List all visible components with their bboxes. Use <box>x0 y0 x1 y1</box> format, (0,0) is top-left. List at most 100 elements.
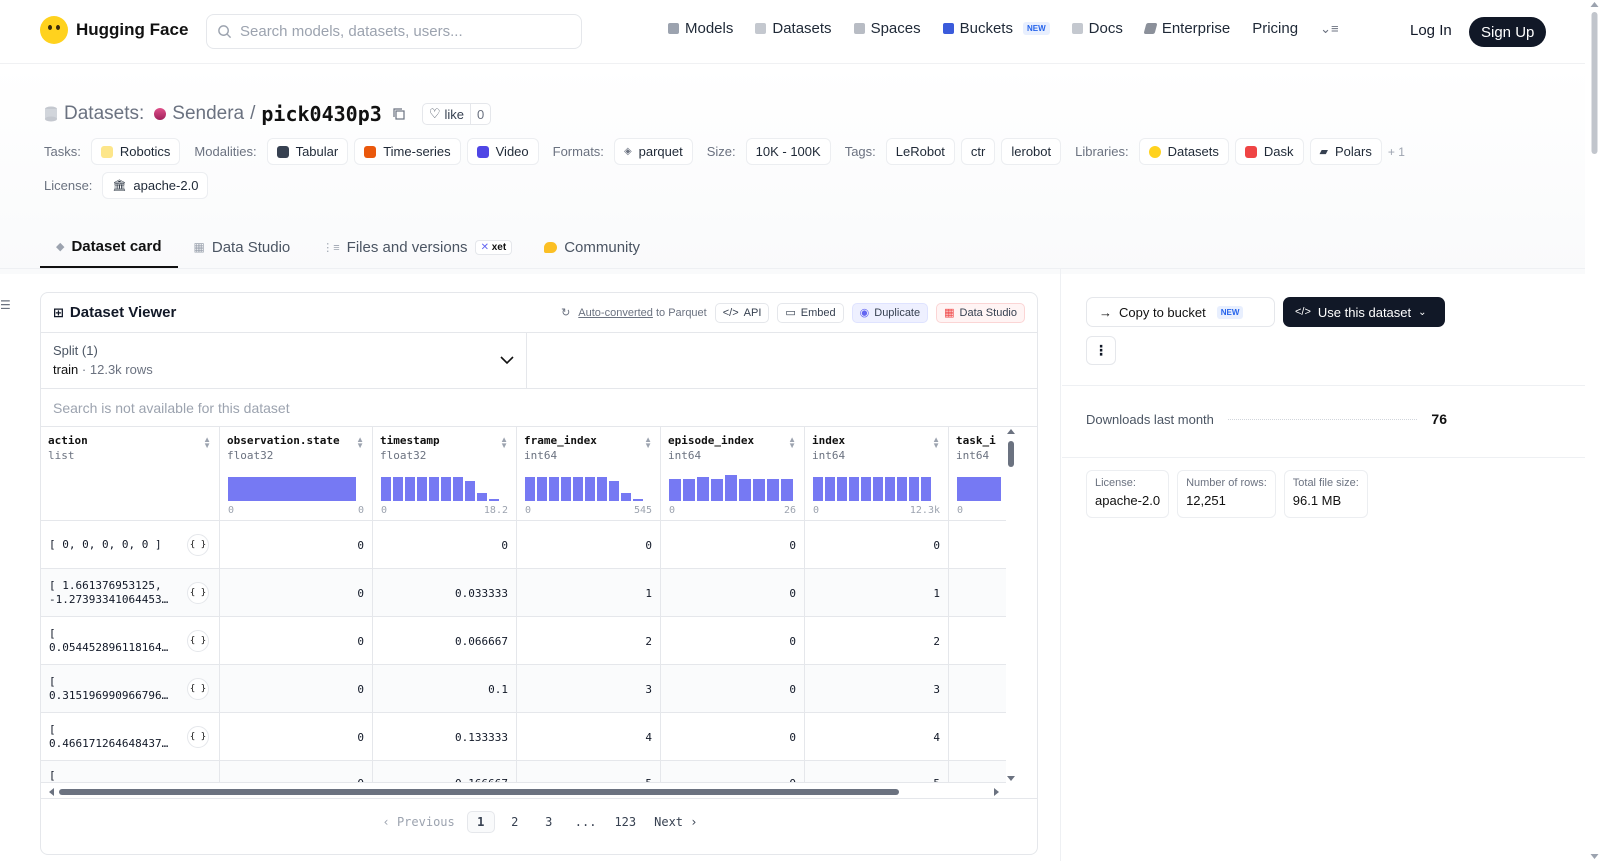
split-selector[interactable]: Split (1) train · 12.3k rows <box>41 333 527 388</box>
libraries-more[interactable]: + 1 <box>1387 144 1405 159</box>
tag-size[interactable]: 10K - 100K <box>745 138 831 165</box>
histogram-bar <box>465 481 475 501</box>
json-expand-button[interactable]: { } <box>187 678 209 700</box>
histogram-bar <box>429 477 439 501</box>
tag-ctr[interactable]: ctr <box>960 138 996 165</box>
sort-icon[interactable]: ▲ ▼ <box>356 435 364 450</box>
split-rows: · 12.3k rows <box>81 362 153 377</box>
use-this-dataset-button[interactable]: </> Use this dataset ⌄ <box>1283 297 1445 327</box>
tab-community[interactable]: Community <box>528 226 656 268</box>
column-header-frame-index[interactable]: frame_index int64 ▲ ▼ 0 545 <box>517 427 661 521</box>
page-button[interactable]: 2 <box>511 814 519 829</box>
nav-pricing[interactable]: Pricing <box>1252 20 1298 37</box>
more-menu-icon[interactable]: ⌄≡ <box>1320 20 1339 36</box>
page-button[interactable]: 3 <box>545 814 553 829</box>
sidebar-toggle-icon[interactable]: ☰ <box>0 298 11 312</box>
horizontal-scrollbar[interactable] <box>49 787 999 797</box>
tab-files-and-versions[interactable]: ⋮≡ Files and versions ✕ xet <box>306 226 528 268</box>
table-row[interactable]: [ 0, 0, 0, 0, 0 ] { } 0 0 0 0 0 <box>41 521 1006 569</box>
tag-license[interactable]: 🏛 apache-2.0 <box>102 172 209 199</box>
api-button[interactable]: </> API <box>714 302 770 323</box>
sort-icon[interactable]: ▲ ▼ <box>203 435 211 450</box>
more-options-button[interactable]: ⋮ <box>1086 336 1116 365</box>
stat-value: 96.1 MB <box>1292 493 1342 508</box>
time-series-icon <box>364 145 377 158</box>
signup-button[interactable]: Sign Up <box>1469 17 1547 47</box>
search-icon <box>218 25 232 39</box>
table-row[interactable]: [0.466171264648437… { } 0 0.133333 4 0 4 <box>41 713 1006 761</box>
histogram-bar <box>669 479 681 501</box>
sort-icon[interactable]: ▲ ▼ <box>788 435 796 450</box>
tag-time-series[interactable]: Time-series <box>354 138 461 165</box>
tag-lerobot-cap[interactable]: LeRobot <box>885 138 955 165</box>
tab-dataset-card[interactable]: ◆ Dataset card <box>40 226 178 268</box>
histogram-bar <box>489 499 499 501</box>
json-expand-button[interactable]: { } <box>187 726 209 748</box>
column-type: int64 <box>812 449 846 462</box>
next-page-button[interactable]: Next › <box>654 814 698 829</box>
table-row[interactable]: [ 0 0.166667 5 0 5 <box>41 761 1006 783</box>
cell-episode-index: 0 <box>661 665 805 713</box>
column-header-index[interactable]: index int64 ▲ ▼ 0 12.3k <box>805 427 949 521</box>
nav-enterprise[interactable]: Enterprise <box>1143 20 1230 37</box>
login-link[interactable]: Log In <box>1410 22 1452 39</box>
sort-icon[interactable]: ▲ ▼ <box>932 435 940 450</box>
embed-button[interactable]: ▭ Embed <box>777 302 844 323</box>
tag-lerobot[interactable]: lerobot <box>1001 138 1062 165</box>
data-studio-button[interactable]: ▦ Data Studio <box>936 302 1025 323</box>
community-icon <box>544 241 558 253</box>
page-scrollbar[interactable] <box>1589 0 1600 861</box>
sort-icon[interactable]: ▲ ▼ <box>500 435 508 450</box>
table-row[interactable]: [0.315196990966796… { } 0 0.1 3 0 3 <box>41 665 1006 713</box>
dataset-name[interactable]: pick0430p3 <box>261 102 382 126</box>
brand-logo[interactable]: Hugging Face <box>40 16 188 44</box>
table-row[interactable]: [ 1.661376953125, -1.27393341064453… { } 0… <box>41 569 1006 617</box>
cell-action: [0.466171264648437… { } <box>41 713 220 761</box>
histogram <box>525 475 643 501</box>
nav-buckets[interactable]: Buckets NEW <box>942 20 1050 37</box>
page-button[interactable]: 1 <box>466 810 495 833</box>
column-header-action[interactable]: action list ▲ ▼ <box>41 427 220 521</box>
axis-min: 0 <box>525 505 532 516</box>
like-button[interactable]: ♡ like 0 <box>421 103 492 125</box>
column-header-episode-index[interactable]: episode_index int64 ▲ ▼ 0 26 <box>661 427 805 521</box>
global-search[interactable] <box>206 14 582 49</box>
column-header-timestamp[interactable]: timestamp float32 ▲ ▼ 0 18.2 <box>373 427 517 521</box>
sort-icon[interactable]: ▲ ▼ <box>644 435 652 450</box>
nav-datasets[interactable]: Datasets <box>755 20 832 37</box>
histogram <box>813 475 931 501</box>
chevron-down-icon: ⌄ <box>1418 306 1427 318</box>
nav-models[interactable]: Models <box>668 20 733 37</box>
search-input[interactable] <box>240 23 560 40</box>
table-row[interactable]: [0.054452896118164… { } 0 0.066667 2 0 2 <box>41 617 1006 665</box>
tag-parquet[interactable]: ◈ parquet <box>613 138 693 165</box>
page-button[interactable]: 123 <box>614 814 637 829</box>
histogram <box>669 475 793 501</box>
cell-observation-state: 0 <box>220 617 373 665</box>
nav-docs[interactable]: Docs <box>1071 20 1123 37</box>
owner-name[interactable]: Sendera <box>172 103 245 124</box>
column-type: int64 <box>668 449 702 462</box>
action-line: 0.466171264648437… <box>49 737 169 750</box>
tag-datasets-lib[interactable]: Datasets <box>1138 138 1229 165</box>
tab-data-studio[interactable]: ▦ Data Studio <box>178 226 307 268</box>
tag-dask[interactable]: Dask <box>1234 138 1304 165</box>
json-expand-button[interactable]: { } <box>187 582 209 604</box>
tag-video[interactable]: Video <box>466 138 539 165</box>
tag-polars[interactable]: ▰ Polars <box>1309 138 1382 165</box>
copy-icon[interactable] <box>392 107 406 121</box>
new-badge: NEW <box>1216 305 1244 319</box>
datasets-prefix[interactable]: Datasets: <box>64 103 145 124</box>
auto-converted-link[interactable]: Auto-converted to Parquet <box>578 307 706 319</box>
copy-to-bucket-button[interactable]: → Copy to bucket NEW <box>1086 297 1275 327</box>
tag-robotics[interactable]: Robotics <box>90 138 181 165</box>
column-header-task-index[interactable]: task_i int64 0 <box>949 427 1006 521</box>
json-expand-button[interactable]: { } <box>187 630 209 652</box>
json-expand-button[interactable]: { } <box>187 534 209 556</box>
nav-spaces[interactable]: Spaces <box>853 20 921 37</box>
tag-tabular[interactable]: Tabular <box>266 138 349 165</box>
previous-page-button[interactable]: ‹ Previous <box>382 814 455 829</box>
duplicate-button[interactable]: ◉ Duplicate <box>851 302 929 323</box>
vertical-scrollbar[interactable] <box>1005 427 1017 783</box>
